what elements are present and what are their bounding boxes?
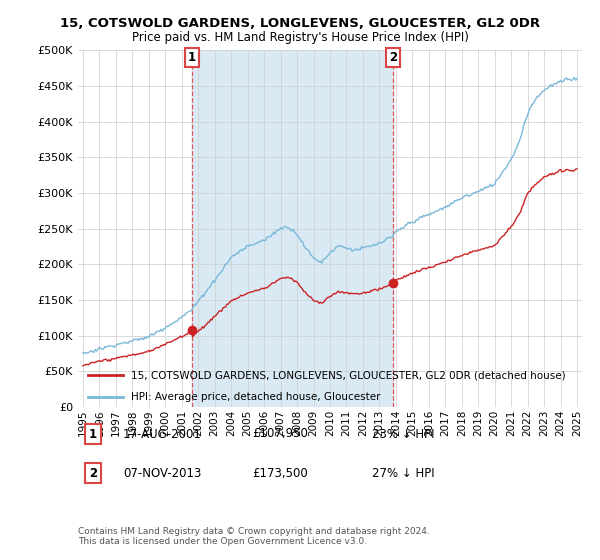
Text: 2: 2 (389, 51, 398, 64)
Text: 23% ↓ HPI: 23% ↓ HPI (372, 427, 434, 441)
Bar (192, 50, 394, 407)
Text: HPI: Average price, detached house, Gloucester: HPI: Average price, detached house, Glou… (131, 393, 380, 403)
Text: 27% ↓ HPI: 27% ↓ HPI (372, 466, 434, 480)
Text: £107,950: £107,950 (252, 427, 308, 441)
Text: 15, COTSWOLD GARDENS, LONGLEVENS, GLOUCESTER, GL2 0DR: 15, COTSWOLD GARDENS, LONGLEVENS, GLOUCE… (60, 17, 540, 30)
Text: 07-NOV-2013: 07-NOV-2013 (123, 466, 202, 480)
Text: Contains HM Land Registry data © Crown copyright and database right 2024.
This d: Contains HM Land Registry data © Crown c… (78, 526, 430, 546)
Text: 15, COTSWOLD GARDENS, LONGLEVENS, GLOUCESTER, GL2 0DR (detached house): 15, COTSWOLD GARDENS, LONGLEVENS, GLOUCE… (131, 370, 566, 380)
Text: £173,500: £173,500 (252, 466, 308, 480)
Text: Price paid vs. HM Land Registry's House Price Index (HPI): Price paid vs. HM Land Registry's House … (131, 31, 469, 44)
Text: 1: 1 (188, 51, 196, 64)
Text: 2: 2 (89, 466, 97, 480)
Text: 1: 1 (89, 427, 97, 441)
Text: 17-AUG-2001: 17-AUG-2001 (123, 427, 202, 441)
